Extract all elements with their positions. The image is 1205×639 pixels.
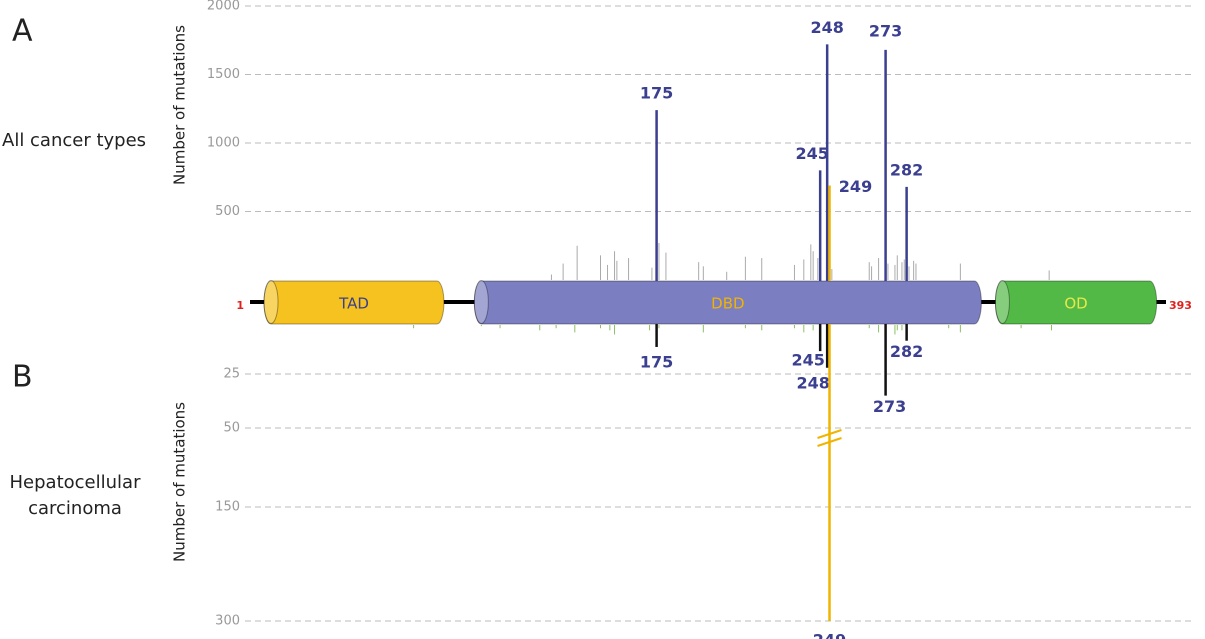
hotspot-label: 245 (791, 351, 824, 370)
hotspot-label: 248 (796, 373, 829, 392)
hotspot-label: 249 (813, 631, 846, 639)
row-label: Hepatocellular carcinoma (9, 472, 141, 519)
hotspot-label: 282 (890, 160, 923, 179)
y-tick-label: 1000 (207, 136, 240, 151)
axis-break (817, 429, 842, 447)
y-axis-title: Number of mutations (171, 402, 189, 562)
panel-letter: B (12, 360, 33, 395)
domain (473, 280, 982, 325)
residue-start: 1 (236, 299, 244, 312)
y-tick-label: 2000 (207, 0, 240, 14)
y-tick-label: 300 (215, 614, 240, 629)
hotspot-label: 249 (839, 177, 872, 196)
hotspot-label: 282 (890, 342, 923, 361)
hotspot-label: 175 (640, 84, 673, 103)
hotspot-label: 248 (810, 18, 843, 37)
panel-letter: A (12, 14, 33, 49)
domain (263, 280, 445, 325)
row-label: All cancer types (2, 130, 146, 151)
hotspot-label: 273 (869, 21, 902, 40)
y-tick-label: 1500 (207, 67, 240, 82)
domain-label: DBD (711, 295, 744, 313)
y-axis-title: Number of mutations (171, 25, 189, 185)
y-tick-label: 150 (215, 500, 240, 515)
hotspot-label: 175 (640, 352, 673, 371)
domain-cap (994, 280, 1010, 324)
domain-label: TAD (338, 295, 369, 313)
hotspot-label: 245 (795, 144, 828, 163)
domain (994, 280, 1158, 325)
domain-cap (263, 280, 279, 324)
y-tick-label: 25 (223, 367, 240, 382)
domain-label: OD (1064, 295, 1087, 313)
residue-end: 393 (1169, 299, 1192, 312)
y-tick-label: 500 (215, 204, 240, 219)
y-tick-label: 50 (223, 421, 240, 436)
domain-cap (473, 280, 489, 324)
hotspot-label: 273 (873, 397, 906, 416)
row-label-box: Hepatocellular carcinoma (9, 472, 141, 519)
